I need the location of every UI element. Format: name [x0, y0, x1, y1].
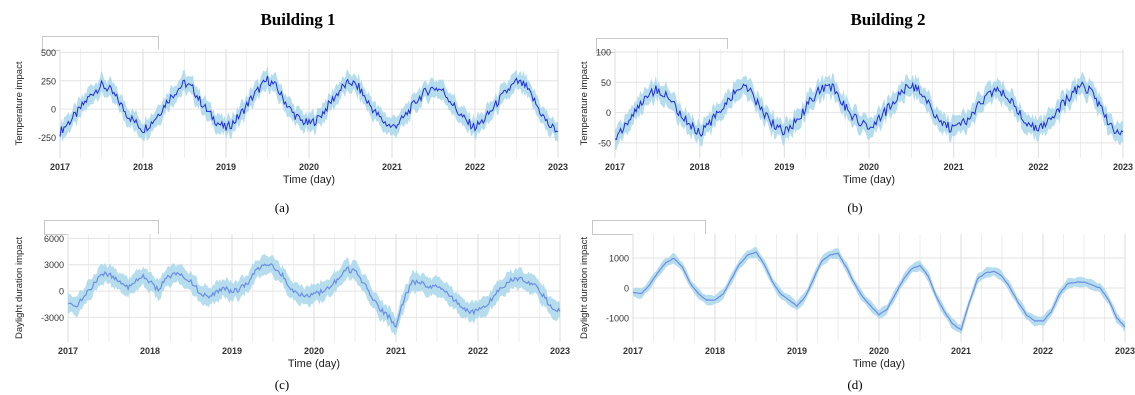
caption-d: (d) [847, 377, 863, 392]
x-tick-label: 2022 [1033, 346, 1053, 356]
y-tick-label: 500 [41, 48, 56, 58]
x-tick-label: 2020 [299, 162, 319, 172]
x-tick-label: 2023 [548, 162, 568, 172]
x-tick-label: 2017 [623, 346, 643, 356]
series-line-b [614, 81, 1124, 141]
x-tick-label: 2020 [869, 346, 889, 356]
y-tick-label: -50 [598, 138, 611, 148]
y-tick-label: 0 [606, 108, 611, 118]
y-tick-label: 0 [624, 284, 629, 294]
y-tick-label: 0 [59, 287, 64, 297]
x-tick-label: 2017 [50, 162, 70, 172]
confidence-band-c [68, 253, 560, 336]
y-tick-label: 6000 [44, 234, 64, 244]
x-tick-label: 2020 [304, 346, 324, 356]
x-tick-label: 2018 [705, 346, 725, 356]
y-tick-label: 250 [41, 76, 56, 86]
x-tick-label: 2021 [951, 346, 971, 356]
x-tick-label: 2019 [216, 162, 236, 172]
y-tick-label: -250 [38, 133, 56, 143]
y-axis-label: Daylight duration impact [579, 237, 590, 339]
caption-b: (b) [847, 200, 863, 215]
title-building-2: Building 2 [850, 10, 926, 29]
x-tick-label: 2019 [774, 162, 794, 172]
confidence-band-a [60, 66, 558, 144]
x-tick-label: 2021 [382, 162, 402, 172]
chart-a: -250 0 250 500 2017 2018 2019 2020 2021 2022 2023 T… [14, 48, 568, 186]
x-tick-label: 2023 [1113, 162, 1133, 172]
x-tick-label: 2017 [605, 162, 625, 172]
x-tick-label: 2022 [468, 346, 488, 356]
x-tick-label: 2021 [944, 162, 964, 172]
y-axis-label: Temperature impact [579, 61, 590, 145]
series-line-d [632, 251, 1126, 331]
x-tick-label: 2018 [140, 346, 160, 356]
y-tick-label: 0 [51, 105, 56, 115]
confidence-band-d [633, 246, 1125, 335]
x-tick-label: 2023 [1115, 346, 1135, 356]
series-line-a [59, 75, 559, 137]
x-tick-label: 2020 [859, 162, 879, 172]
y-axis-label: Temperature impact [14, 61, 25, 145]
x-tick-label: 2017 [58, 346, 78, 356]
y-tick-label: -3000 [41, 313, 64, 323]
x-tick-label: 2022 [1028, 162, 1048, 172]
y-axis-label: Daylight duration impact [14, 237, 25, 339]
y-tick-label: -1000 [606, 314, 629, 324]
caption-c: (c) [274, 377, 290, 392]
title-building-1: Building 1 [260, 10, 336, 29]
chart-b: -50 0 50 100 2017 2018 2019 2020 2021 2022 2023 Tim… [579, 48, 1133, 186]
x-tick-label: 2019 [222, 346, 242, 356]
series-line-c [67, 263, 561, 328]
y-tick-label: 3000 [44, 260, 64, 270]
x-tick-label: 2019 [787, 346, 807, 356]
x-axis-label: Time (day) [283, 174, 335, 186]
chart-c: -3000 0 3000 6000 2017 2018 2019 2020 2021 2022 20… [14, 234, 570, 370]
x-axis-label: Time (day) [288, 358, 340, 370]
chart-d: -1000 0 1000 2017 2018 2019 2020 2021 2022 2023 Ti… [579, 234, 1135, 370]
x-tick-label: 2023 [550, 346, 570, 356]
x-tick-label: 2018 [133, 162, 153, 172]
y-tick-label: 100 [596, 48, 611, 58]
y-tick-label: 1000 [609, 254, 629, 264]
x-tick-label: 2022 [465, 162, 485, 172]
y-tick-label: 50 [601, 78, 611, 88]
x-tick-label: 2021 [386, 346, 406, 356]
x-axis-label: Time (day) [853, 358, 905, 370]
caption-a: (a) [274, 200, 290, 215]
x-axis-label: Time (day) [843, 174, 895, 186]
x-tick-label: 2018 [690, 162, 710, 172]
